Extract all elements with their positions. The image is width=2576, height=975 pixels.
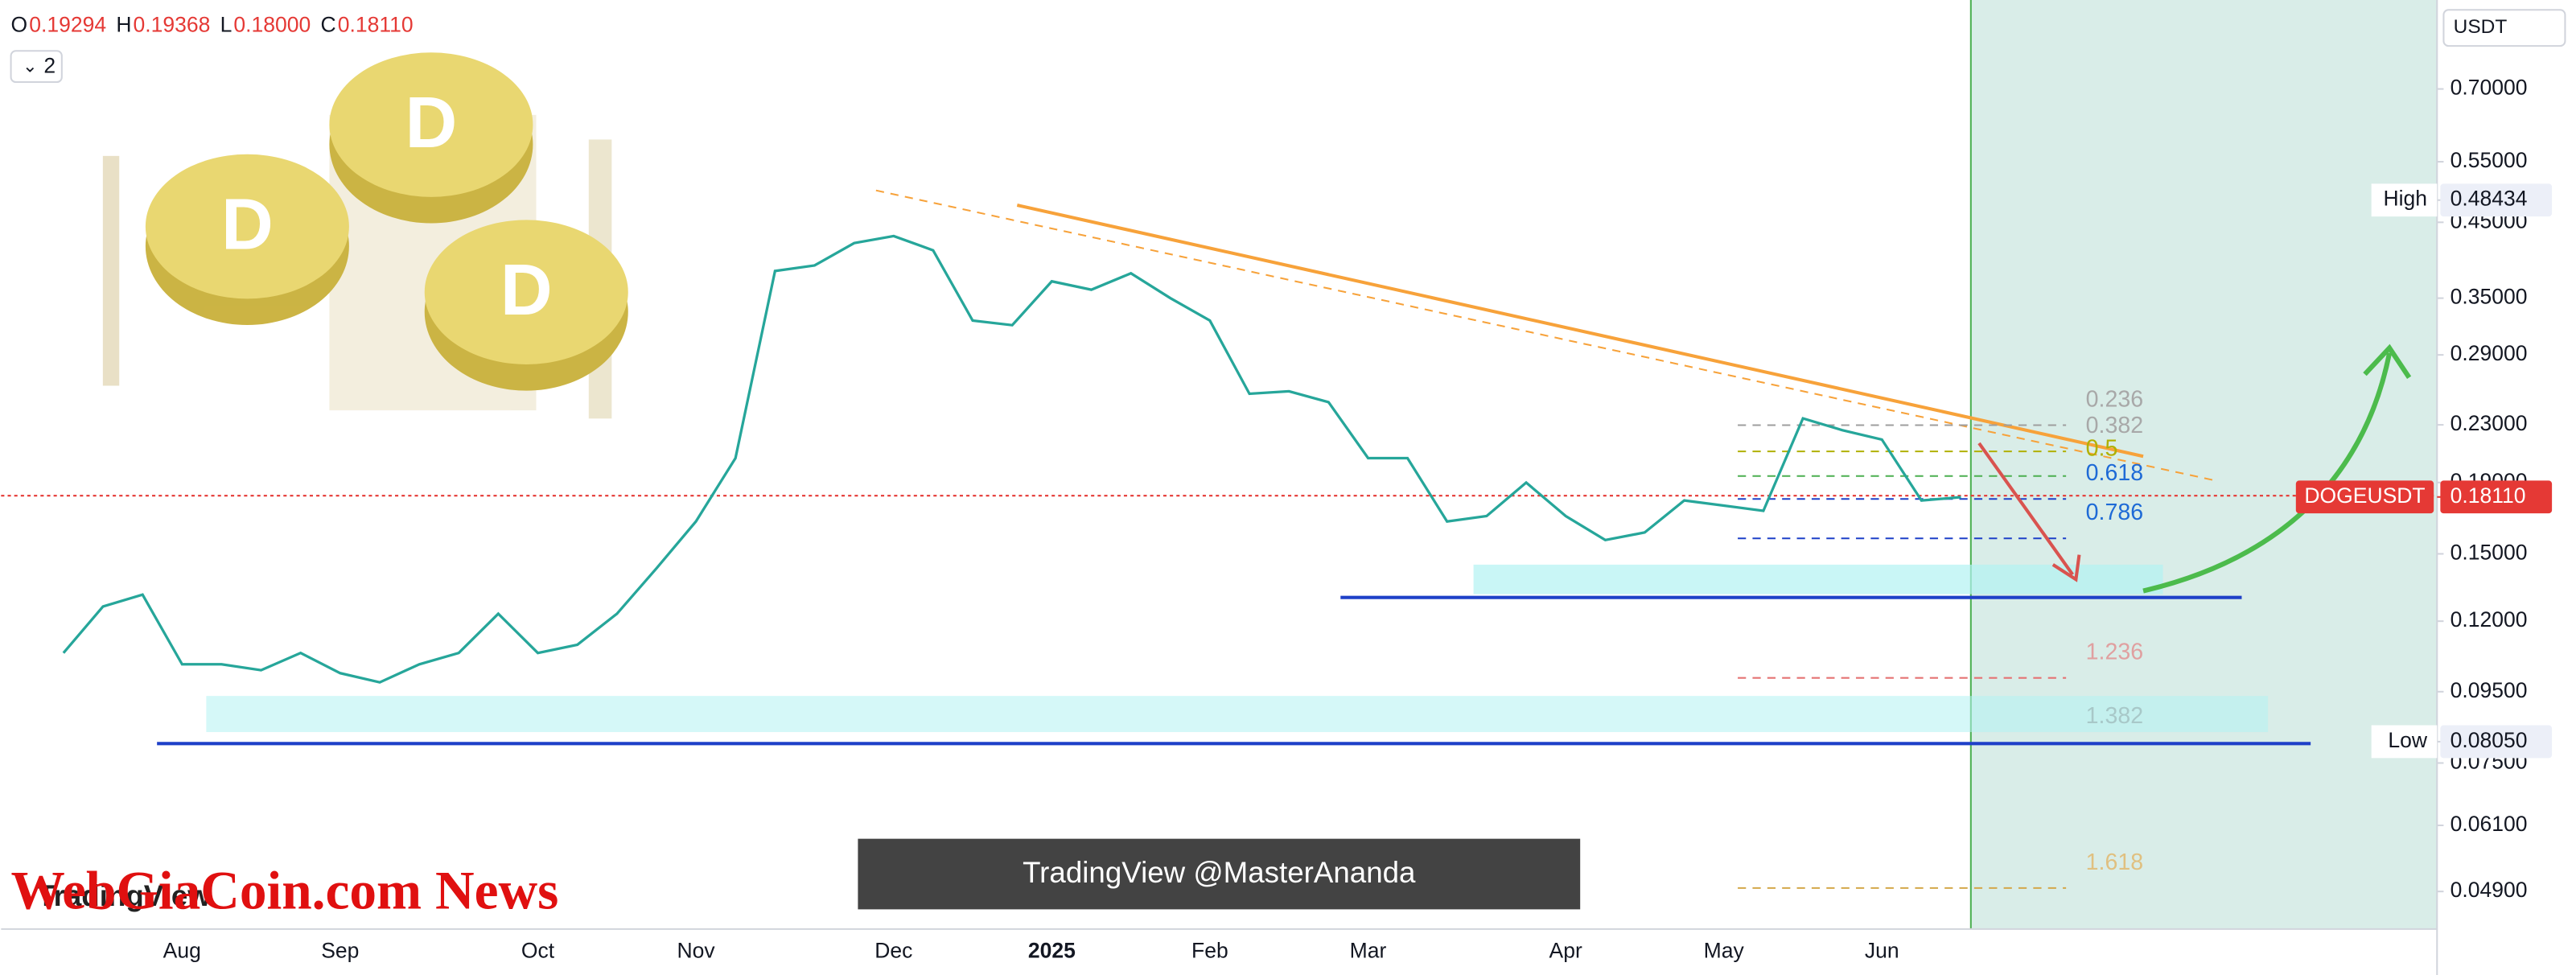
marker-value-box: [2440, 183, 2553, 217]
y-tick-label: 0.35000: [2450, 285, 2528, 309]
x-tick-label: Jun: [1865, 938, 1899, 962]
chevron: ⌄: [23, 56, 38, 76]
watermark-box: [858, 838, 1581, 910]
marker-value: 0.48434: [2450, 187, 2528, 211]
marker-name: DOGEUSDT: [2304, 483, 2425, 508]
indicator-count: 2: [43, 54, 56, 78]
marker-value: 0.18110: [2450, 483, 2526, 508]
fib-label: 1.382: [2086, 703, 2143, 729]
fib-label: 0.618: [2086, 460, 2143, 486]
ohlc-value: 0.18110: [338, 13, 414, 37]
x-tick-label: May: [1704, 938, 1745, 962]
y-tick-label: 0.23000: [2450, 411, 2528, 435]
marker-name: High: [2383, 187, 2427, 211]
marker-name-box: [2371, 725, 2438, 759]
fib-label: 0.786: [2086, 500, 2143, 525]
projection-zone: [1970, 0, 2438, 929]
x-tick-label: Aug: [163, 938, 201, 962]
x-tick-label: Mar: [1350, 938, 1387, 962]
svg-text:D: D: [405, 83, 457, 163]
ohlc-label: L: [220, 13, 232, 37]
fib-label: 0.236: [2086, 386, 2143, 412]
ohlc-value: 0.18000: [233, 13, 311, 37]
x-tick-label: Sep: [321, 938, 359, 962]
marker-name-box: [2295, 480, 2434, 514]
y-tick-label: 0.12000: [2450, 607, 2528, 631]
currency: USDT: [2454, 16, 2508, 38]
indicator-toggle[interactable]: [10, 50, 63, 84]
author-watermark: TradingView @MasterAnanda: [1023, 856, 1416, 889]
y-tick-label: 0.06100: [2450, 812, 2528, 836]
currency-button[interactable]: [2442, 9, 2566, 47]
coin-art: D D D: [102, 52, 628, 419]
x-tick-label: Oct: [521, 938, 555, 962]
marker-value-box: [2440, 725, 2553, 759]
support-zone: [206, 696, 2269, 733]
price-line: [62, 234, 1961, 684]
marker-name: Low: [2388, 728, 2427, 752]
x-tick-label: Dec: [874, 938, 912, 962]
trendline: [875, 189, 2218, 482]
ohlc-label: C: [321, 13, 336, 37]
y-tick-label: 0.09500: [2450, 678, 2528, 702]
fib-label: 0.382: [2086, 413, 2143, 438]
ohlc-header: O 0.19294 H 0.19368 L 0.18000 C 0.18110: [11, 13, 414, 37]
marker-name-box: [2371, 183, 2438, 217]
site-watermark: WebGiaCoin.com News: [11, 861, 559, 921]
y-tick-label: 0.29000: [2450, 341, 2528, 365]
svg-text:D: D: [500, 250, 553, 331]
fib-label: 1.236: [2086, 640, 2143, 665]
marker-value: 0.08050: [2450, 728, 2528, 752]
ohlc-label: O: [11, 13, 28, 37]
x-tick-label: Nov: [677, 938, 716, 962]
x-tick-label: Apr: [1549, 938, 1582, 962]
plot: [62, 234, 1961, 684]
ohlc-value: 0.19368: [134, 13, 211, 37]
y-tick-label: 0.55000: [2450, 148, 2528, 172]
y-tick-label: 0.04900: [2450, 878, 2528, 902]
y-tick-label: 0.70000: [2450, 76, 2528, 100]
fib-label: 1.618: [2086, 850, 2143, 875]
svg-text:D: D: [221, 184, 274, 265]
ohlc-value: 0.19294: [29, 13, 106, 37]
ohlc-label: H: [116, 13, 131, 37]
fib-label: 0.5: [2086, 436, 2118, 462]
fib-lines: [1738, 424, 2067, 889]
x-tick-label: 2025: [1028, 938, 1076, 962]
marker-value-box: [2440, 480, 2553, 514]
down-arrow: [1977, 442, 2081, 582]
x-tick-label: Feb: [1191, 938, 1228, 962]
y-tick-label: 0.15000: [2450, 540, 2528, 564]
trendline: [1016, 204, 2144, 459]
support-zone: [1473, 564, 2163, 594]
brand-watermark: TradingView: [37, 879, 211, 912]
